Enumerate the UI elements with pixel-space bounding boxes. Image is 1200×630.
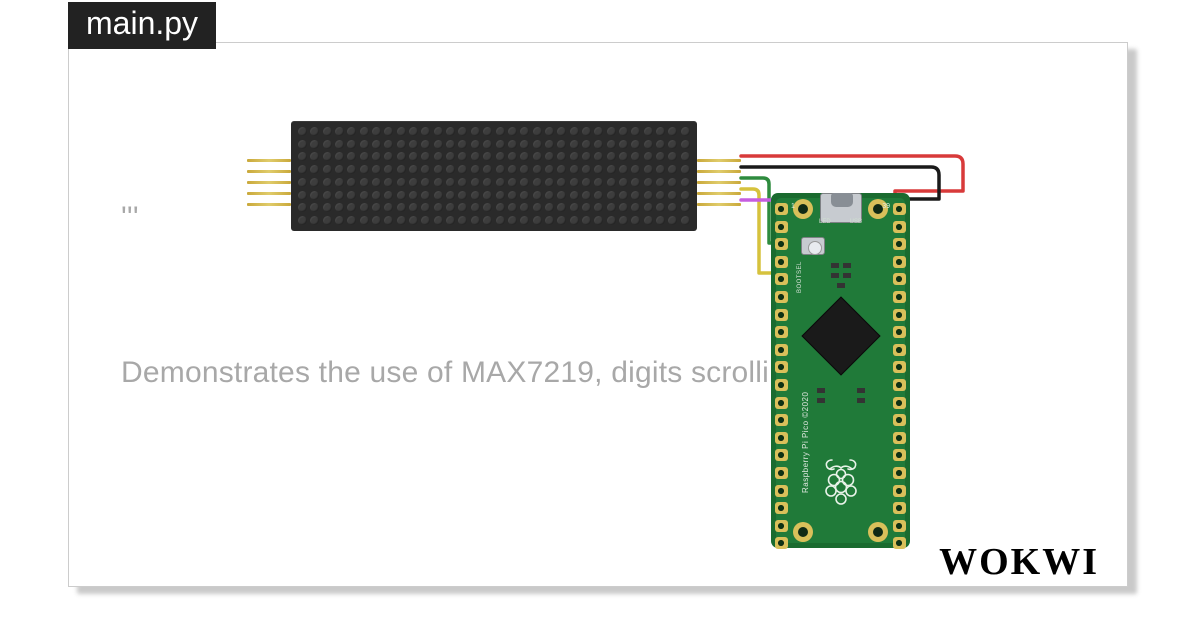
bootsel-label: BOOTSEL xyxy=(797,261,803,293)
code-line: Demonstrates the use of MAX7219, digits … xyxy=(121,347,1128,399)
matrix-body xyxy=(291,121,697,231)
raspberry-logo-icon xyxy=(818,454,864,508)
mount-hole xyxy=(793,199,813,219)
pin-row-right xyxy=(893,203,906,549)
pin-number-1: 1 xyxy=(791,203,795,210)
mount-hole xyxy=(793,522,813,542)
matrix-pins-left xyxy=(247,151,291,214)
matrix-pins-right xyxy=(697,151,741,214)
raspberry-pi-pico[interactable]: LED USB 1 39 Raspberry Pi Pico ©2020 BOO… xyxy=(771,193,910,548)
board-text: Raspberry Pi Pico ©2020 xyxy=(801,392,810,493)
bootsel-button[interactable] xyxy=(801,237,825,255)
pin-number-39: 39 xyxy=(882,203,890,210)
file-tab[interactable]: main.py xyxy=(68,2,216,49)
rp2040-chip xyxy=(801,296,880,375)
led-label: LED xyxy=(819,219,831,225)
pin-row-left xyxy=(775,203,788,549)
mount-hole xyxy=(868,522,888,542)
editor-card: ''' Demonstrates the use of MAX7219, dig… xyxy=(68,42,1128,587)
wokwi-logo: WOKWI xyxy=(939,540,1099,584)
usb-label: USB xyxy=(850,219,862,225)
led-matrix-module[interactable] xyxy=(291,121,697,231)
